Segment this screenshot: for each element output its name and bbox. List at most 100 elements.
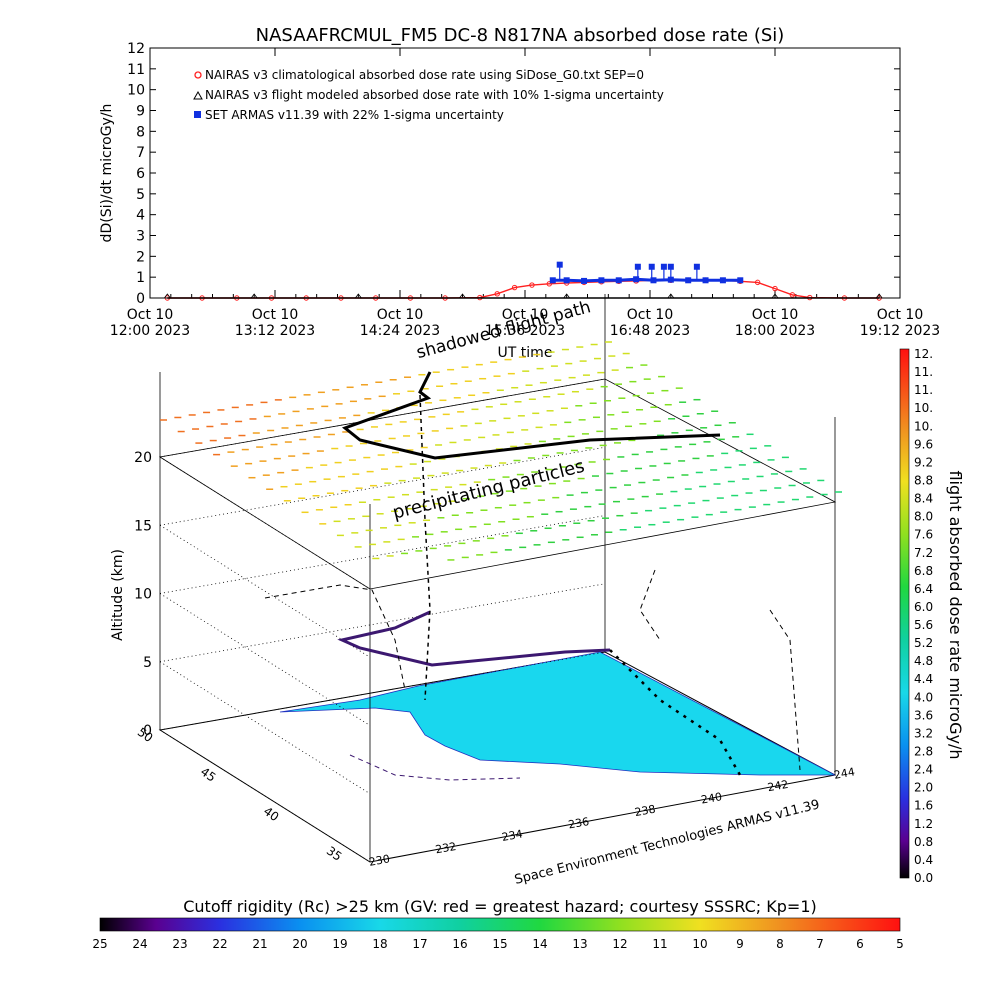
dose-colorbar-tick: 8.4 xyxy=(914,492,933,506)
rigidity-colorbar-tick: 16 xyxy=(452,937,467,951)
dose-colorbar-tick: 7.2 xyxy=(914,546,933,560)
rigidity-colorbar-ticks: 25 24 23 22 21 20 19 18 17 16 15 14 13 12 11 10 9 8 7 6 5 xyxy=(92,937,903,951)
y-tick-label: 11 xyxy=(127,62,145,78)
rigidity-colorbar-tick: 8 xyxy=(776,937,784,951)
data-point-climatological xyxy=(754,279,761,286)
dose-colorbar-tick: 2.8 xyxy=(914,745,933,759)
dose-colorbar-tick: 2.4 xyxy=(914,763,933,777)
rigidity-colorbar-tick: 18 xyxy=(372,937,387,951)
flight-path-altitude xyxy=(341,371,721,460)
dose-colorbar-tick: 5.2 xyxy=(914,636,933,650)
y-tick-label: 8 xyxy=(136,124,145,140)
dose-colorbar-tick: 5.6 xyxy=(914,618,933,632)
data-point-climatological xyxy=(772,285,778,292)
rigidity-colorbar-tick: 13 xyxy=(572,937,587,951)
data-point-armas xyxy=(563,277,570,284)
data-point-armas xyxy=(685,277,692,284)
flight-path-shadow xyxy=(337,610,611,667)
armas-spike-point xyxy=(660,263,667,270)
legend-marker-circle xyxy=(194,71,202,79)
y-tick-label: 6 xyxy=(136,166,145,182)
rigidity-colorbar-tick: 19 xyxy=(332,937,347,951)
dose-colorbar-tick: 12. xyxy=(914,347,933,361)
lon-tick-label: 240 xyxy=(700,790,723,806)
dose-colorbar-tick: 2.0 xyxy=(914,781,933,795)
dose-colorbar-tick: 11. xyxy=(914,383,933,397)
x-tick-label-date: Oct 10 xyxy=(752,307,798,323)
dose-colorbar-tick: 4.8 xyxy=(914,654,933,668)
lat-tick-label: 50 xyxy=(135,725,156,745)
dose-colorbar-tick: 0.4 xyxy=(914,853,933,867)
lon-tick-label: 238 xyxy=(634,803,657,819)
dose-colorbar-tick: 3.2 xyxy=(914,726,933,740)
x-tick-label-time: 13:12 2023 xyxy=(235,323,315,339)
altitude-axis-label: Altitude (km) xyxy=(110,549,126,641)
data-point-modeled xyxy=(458,293,467,299)
z-grid-left xyxy=(159,456,371,590)
data-point-modeled xyxy=(667,293,675,299)
top-series xyxy=(163,261,883,301)
rigidity-colorbar-tick: 20 xyxy=(292,937,307,951)
series-line xyxy=(552,277,741,283)
top-plot-frame xyxy=(149,47,901,299)
dose-colorbar-tick: 0.8 xyxy=(914,835,933,849)
x-tick-label-date: Oct 10 xyxy=(627,307,673,323)
data-point-armas xyxy=(719,277,726,284)
z-tick-label: 0 xyxy=(143,723,152,739)
data-point-armas xyxy=(633,276,640,283)
armas-spike-point xyxy=(693,263,700,270)
armas-spike-point xyxy=(648,263,655,270)
y-tick-label: 10 xyxy=(127,83,145,99)
y-tick-label: 12 xyxy=(127,41,145,57)
rigidity-colorbar-tick: 11 xyxy=(652,937,667,951)
dose-colorbar-tick: 6.0 xyxy=(914,600,933,614)
data-point-armas xyxy=(737,277,744,284)
dose-colorbar-tick: 10. xyxy=(914,401,933,415)
lon-tick-label: 232 xyxy=(434,840,457,856)
data-point-climatological xyxy=(511,284,518,291)
credit-label: Space Environment Technologies ARMAS v11… xyxy=(513,797,821,887)
data-point-climatological xyxy=(546,281,553,287)
z-grid-left xyxy=(159,729,371,863)
y-tick-label: 7 xyxy=(136,145,145,161)
dose-colorbar-tick: 4.4 xyxy=(914,672,933,686)
x-tick-label-date: Oct 10 xyxy=(127,307,173,323)
data-point-armas xyxy=(581,277,588,284)
dose-colorbar-tick: 11. xyxy=(914,365,933,379)
data-point-armas xyxy=(615,277,622,284)
data-point-climatological xyxy=(494,291,500,297)
armas-spike-point xyxy=(634,263,641,270)
top-chart-title: NASAAFRCMUL_FM5 DC-8 N817NA absorbed dos… xyxy=(256,25,785,46)
y-tick-label: 4 xyxy=(136,208,145,224)
rigidity-colorbar-tick: 5 xyxy=(896,937,904,951)
x-tick-label-date: Oct 10 xyxy=(877,307,923,323)
rigidity-colorbar-label: Cutoff rigidity (Rc) >25 km (GV: red = g… xyxy=(183,897,817,916)
projection-dash-b xyxy=(769,609,801,771)
rigidity-colorbar-tick: 14 xyxy=(532,937,547,951)
lon-tick-label: 236 xyxy=(567,815,590,831)
dose-colorbar-label: flight absorbed dose rate microGy/h xyxy=(946,470,965,759)
x-tick-label-date: Oct 10 xyxy=(502,307,548,323)
top-legend: NAIRAS v3 climatological absorbed dose r… xyxy=(193,68,664,122)
dose-colorbar xyxy=(899,348,910,879)
x-tick-label-date: Oct 10 xyxy=(252,307,298,323)
rigidity-colorbar xyxy=(99,917,901,932)
z-tick-label: 5 xyxy=(143,655,152,671)
data-point-modeled xyxy=(250,293,258,299)
projection-dash-c xyxy=(264,584,406,691)
lon-tick-label: 244 xyxy=(833,765,856,781)
z-grid-left xyxy=(159,524,371,658)
ground-track-dash xyxy=(349,754,521,781)
rigidity-colorbar-tick: 7 xyxy=(816,937,824,951)
armas-spike-point xyxy=(667,263,674,270)
y-tick-label: 3 xyxy=(136,229,145,245)
x-tick-label-date: Oct 10 xyxy=(377,307,423,323)
data-point-armas xyxy=(702,277,709,284)
data-point-modeled xyxy=(875,293,883,299)
top-x-axis-label: UT time xyxy=(498,345,553,361)
y-tick-label: 5 xyxy=(136,187,145,203)
rigidity-colorbar-tick: 6 xyxy=(856,937,864,951)
